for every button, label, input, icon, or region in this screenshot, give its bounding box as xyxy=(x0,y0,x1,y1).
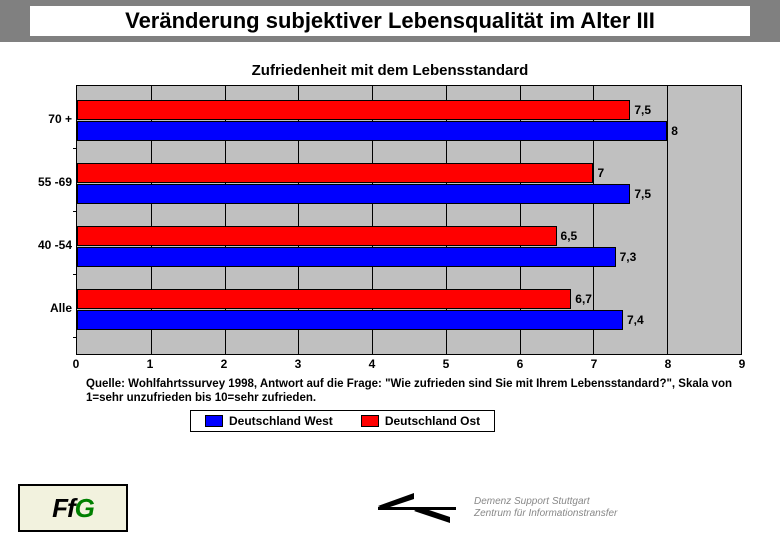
bar-value-label: 7,5 xyxy=(634,187,651,201)
page-title: Veränderung subjektiver Lebensqualität i… xyxy=(30,6,750,36)
bar-value-label: 6,7 xyxy=(575,292,592,306)
x-axis: 0123456789 xyxy=(76,355,742,371)
x-tick-label: 4 xyxy=(369,357,376,371)
legend-label: Deutschland West xyxy=(229,414,333,428)
legend-item: Deutschland Ost xyxy=(361,414,480,428)
x-tick-label: 6 xyxy=(517,357,524,371)
y-category-label: 70 + xyxy=(48,112,72,126)
footer: FfG Demenz Support Stuttgart Zentrum für… xyxy=(0,476,780,540)
legend-swatch xyxy=(361,415,379,427)
bar xyxy=(77,100,630,120)
legend: Deutschland West Deutschland Ost xyxy=(190,410,495,432)
ffg-logo: FfG xyxy=(18,484,128,532)
y-minor-tick xyxy=(73,211,77,212)
chart-title: Zufriedenheit mit dem Lebensstandard xyxy=(30,62,750,79)
bar-value-label: 7,3 xyxy=(620,250,637,264)
bar xyxy=(77,310,623,330)
y-minor-tick xyxy=(73,274,77,275)
dss-line2: Zentrum für Informationstransfer xyxy=(474,508,617,520)
legend-label: Deutschland Ost xyxy=(385,414,480,428)
y-minor-tick xyxy=(73,148,77,149)
x-tick-label: 3 xyxy=(295,357,302,371)
bar xyxy=(77,184,630,204)
dss-mark-icon xyxy=(378,493,456,523)
dss-text: Demenz Support Stuttgart Zentrum für Inf… xyxy=(474,496,617,520)
bar xyxy=(77,247,616,267)
bar-row: 7,3 xyxy=(77,247,741,267)
bar-value-label: 8 xyxy=(671,124,678,138)
dss-line1: Demenz Support Stuttgart xyxy=(474,496,617,508)
chart-container: Zufriedenheit mit dem Lebensstandard 70 … xyxy=(0,42,780,438)
bar xyxy=(77,289,571,309)
y-category-label: 40 -54 xyxy=(38,238,72,252)
ffg-logo-text: FfG xyxy=(52,493,94,524)
bar-row: 8 xyxy=(77,121,741,141)
bar xyxy=(77,121,667,141)
plot-area: 7,5 8 7 7,5 6,5 7,3 6,7 7,4 xyxy=(76,85,742,355)
bar-row: 7,5 xyxy=(77,100,741,120)
bar-value-label: 6,5 xyxy=(561,229,578,243)
bar-row: 6,5 xyxy=(77,226,741,246)
header-band: Veränderung subjektiver Lebensqualität i… xyxy=(0,0,780,42)
y-category-label: Alle xyxy=(50,301,72,315)
dss-logo: Demenz Support Stuttgart Zentrum für Inf… xyxy=(378,493,617,523)
x-tick-label: 1 xyxy=(147,357,154,371)
x-tick-label: 8 xyxy=(665,357,672,371)
y-minor-tick xyxy=(73,337,77,338)
bar xyxy=(77,226,557,246)
bar-row: 7,4 xyxy=(77,310,741,330)
bar-value-label: 7,4 xyxy=(627,313,644,327)
y-category-label: 55 -69 xyxy=(38,175,72,189)
bar-row: 7,5 xyxy=(77,184,741,204)
bars-layer: 7,5 8 7 7,5 6,5 7,3 6,7 7,4 xyxy=(77,86,741,354)
bar-value-label: 7,5 xyxy=(634,103,651,117)
x-tick-label: 0 xyxy=(73,357,80,371)
legend-item: Deutschland West xyxy=(205,414,333,428)
bar-row: 7 xyxy=(77,163,741,183)
bar xyxy=(77,163,593,183)
source-text: Quelle: Wohlfahrtssurvey 1998, Antwort a… xyxy=(86,377,746,406)
bar-row: 6,7 xyxy=(77,289,741,309)
y-axis-labels: 70 + 55 -69 40 -54 Alle xyxy=(30,85,76,371)
x-tick-label: 9 xyxy=(739,357,746,371)
x-tick-label: 2 xyxy=(221,357,228,371)
legend-swatch xyxy=(205,415,223,427)
x-tick-label: 5 xyxy=(443,357,450,371)
bar-value-label: 7 xyxy=(597,166,604,180)
x-tick-label: 7 xyxy=(591,357,598,371)
